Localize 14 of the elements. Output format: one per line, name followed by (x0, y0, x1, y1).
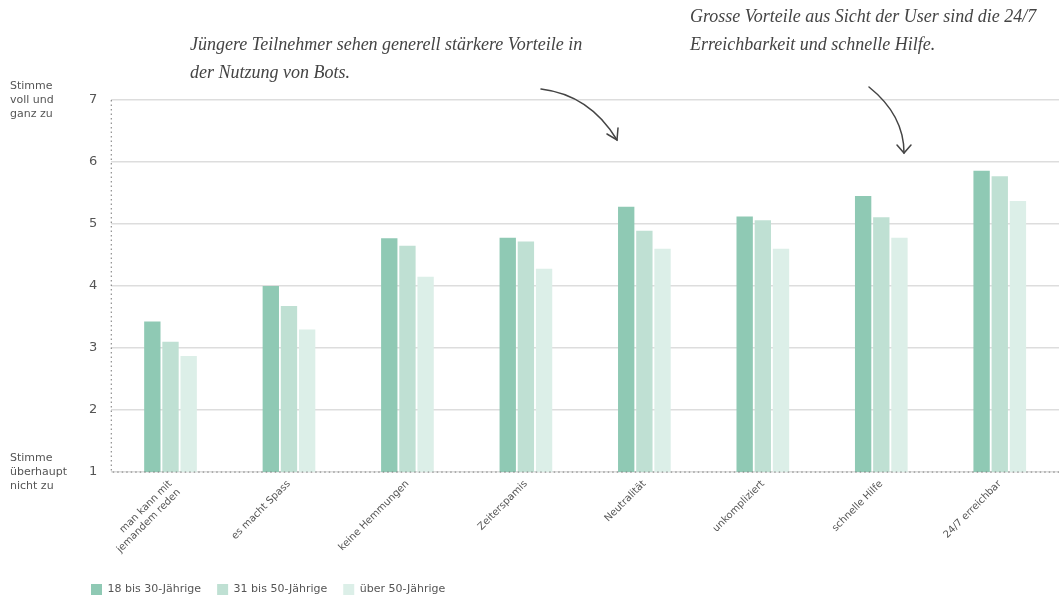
legend-label: 31 bis 50-Jährige (233, 582, 328, 596)
y-tick-label: 5 (88, 215, 98, 231)
text: Jüngere Teilnehmer sehen generell stärkere Vorteile in der Nutzung von Bots. (190, 33, 584, 84)
legend-label: über 50-Jährige (359, 582, 446, 596)
y-tick-label: 6 (88, 153, 98, 169)
y-tick-label: 3 (88, 339, 98, 355)
y-tick-label: 4 (88, 277, 98, 293)
legend-label: 18 bis 30-Jährige (107, 582, 202, 596)
text: Stimme voll und ganz zu (10, 78, 54, 120)
y-tick-label: 1 (88, 463, 98, 479)
text: Grosse Vorteile aus Sicht der User sind die 24/7 Erreichbarkeit und schnelle Hilfe. (690, 5, 1038, 56)
y-tick-label: 7 (88, 91, 98, 107)
y-tick-label: 2 (88, 401, 98, 417)
text: Stimme überhaupt nicht zu (10, 450, 68, 492)
